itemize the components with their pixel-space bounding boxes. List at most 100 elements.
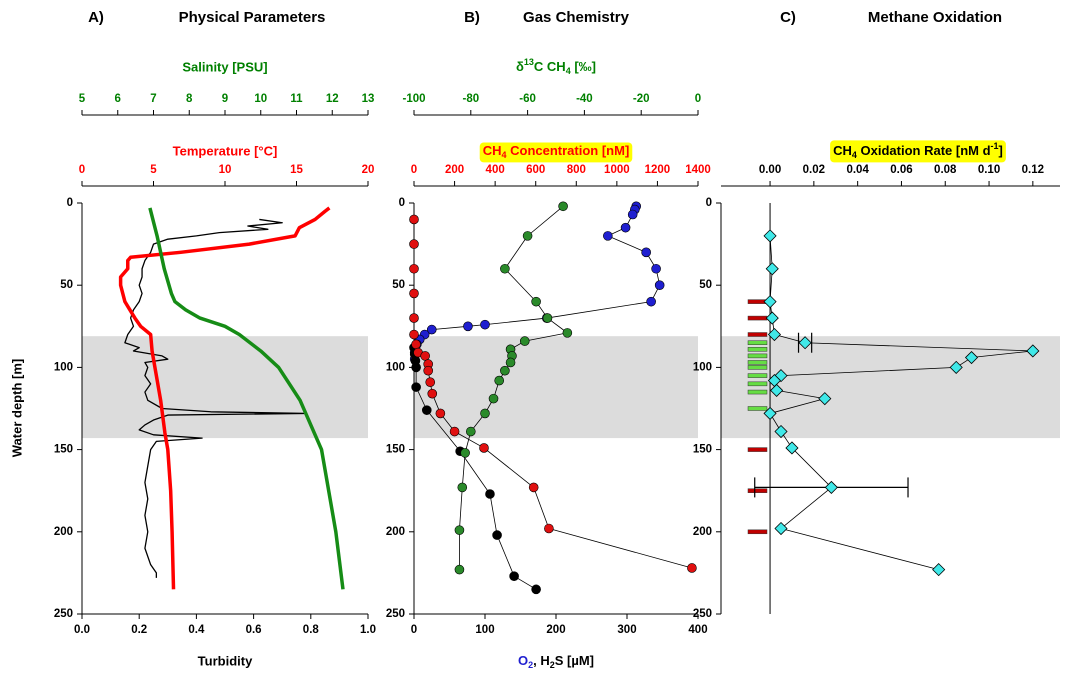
data-point: [542, 313, 553, 323]
x-tick-label: 1200: [645, 164, 671, 176]
y-tick-label: 200: [54, 526, 73, 538]
x-tick-label: -60: [519, 93, 536, 105]
y-tick-label: 200: [693, 526, 712, 538]
data-point: [465, 426, 476, 437]
x-tick-label: 0.0: [74, 624, 90, 636]
data-point: [763, 406, 777, 420]
label-part: C CH: [534, 59, 566, 74]
sample-bar: [747, 381, 768, 387]
shaded-band: [414, 336, 698, 439]
data-point: [562, 328, 573, 338]
label-part: CH: [483, 143, 502, 158]
x-tick-label: -20: [633, 93, 650, 105]
data-point: [765, 311, 779, 325]
y-tick-label: 100: [693, 361, 712, 373]
sample-bar: [747, 315, 768, 321]
data-point: [480, 319, 490, 330]
data-point: [531, 296, 541, 307]
panel-title: Physical Parameters: [179, 9, 326, 26]
y-tick-label: 200: [386, 526, 405, 538]
sample-bar: [747, 360, 768, 365]
data-point: [558, 201, 568, 212]
label-part: ]: [999, 143, 1003, 158]
label-part: O: [518, 653, 528, 668]
data-point: [500, 365, 510, 376]
x-tick-label: 400: [688, 624, 707, 636]
sample-bar: [747, 529, 768, 535]
data-point: [427, 388, 438, 399]
data-point: [531, 584, 541, 595]
shaded-band: [721, 336, 1060, 439]
data-point: [765, 262, 779, 276]
x-tick-label: 0.02: [803, 164, 825, 176]
x-axis-title: Turbidity: [198, 653, 253, 668]
sample-bar: [747, 347, 768, 352]
panel-title: Gas Chemistry: [523, 9, 630, 26]
data-point: [463, 321, 473, 332]
x-tick-label: 200: [546, 624, 565, 636]
data-point: [767, 327, 781, 342]
data-point: [785, 441, 799, 455]
x-tick-label: 100: [475, 624, 494, 636]
data-point: [651, 263, 661, 274]
label-part: 2: [528, 660, 533, 670]
sample-bar: [747, 373, 768, 378]
data-point: [500, 263, 510, 274]
y-tick-label: 250: [54, 608, 73, 620]
x-tick-label: 9: [222, 93, 228, 105]
x-tick-label: -100: [402, 93, 425, 105]
x-tick-label: 0: [411, 624, 417, 636]
data-point: [687, 563, 697, 573]
profile-line: [148, 207, 345, 590]
x-axis-title: δ13C CH4 [‰]: [516, 57, 596, 76]
label-part: CH: [833, 143, 852, 158]
data-point: [654, 280, 665, 291]
data-point: [423, 365, 434, 376]
y-tick-label: 150: [693, 444, 712, 456]
data-point: [824, 480, 838, 494]
x-tick-label: 0.8: [303, 624, 320, 636]
label-part: Oxidation Rate [nM d: [857, 143, 991, 158]
x-tick-label: 11: [290, 93, 303, 105]
x-axis-title: Temperature [°C]: [173, 143, 278, 158]
data-point: [409, 288, 419, 299]
shaded-band: [82, 336, 368, 439]
x-tick-label: 5: [150, 164, 157, 176]
label-part: 4: [852, 150, 857, 160]
y-tick-label: 0: [399, 197, 405, 209]
data-point: [492, 530, 502, 540]
label-part: -1: [991, 141, 999, 151]
data-point: [641, 247, 651, 258]
label-part: δ: [516, 59, 524, 74]
data-point: [522, 231, 533, 241]
label-part: 2: [550, 660, 555, 670]
x-tick-label: 0.12: [1022, 164, 1044, 176]
panel-label: A): [88, 9, 104, 26]
data-point: [420, 351, 430, 361]
x-tick-label: 7: [150, 93, 156, 105]
data-point: [774, 424, 788, 439]
label-part: S [µM]: [555, 653, 594, 668]
x-tick-label: 12: [326, 93, 339, 105]
x-axis-title: CH4 Concentration [nM]: [483, 143, 630, 160]
sample-bar: [747, 353, 768, 359]
x-tick-label: 1.0: [360, 624, 376, 636]
x-tick-label: 10: [219, 164, 232, 176]
sample-bar: [747, 332, 768, 337]
data-point: [949, 360, 963, 374]
data-point: [494, 375, 505, 386]
x-tick-label: 1400: [685, 164, 711, 176]
y-tick-label: 50: [60, 279, 73, 291]
x-tick-label: 0.4: [188, 624, 205, 636]
data-point: [460, 448, 470, 458]
data-point: [409, 263, 419, 274]
x-tick-label: 20: [362, 164, 375, 176]
sample-bar: [747, 406, 768, 411]
label-part: 4: [566, 66, 571, 76]
profile-line: [118, 206, 331, 590]
x-tick-label: 10: [254, 93, 267, 105]
x-tick-label: 0: [79, 164, 85, 176]
y-tick-label: 150: [386, 444, 405, 456]
y-tick-label: 0: [706, 197, 712, 209]
